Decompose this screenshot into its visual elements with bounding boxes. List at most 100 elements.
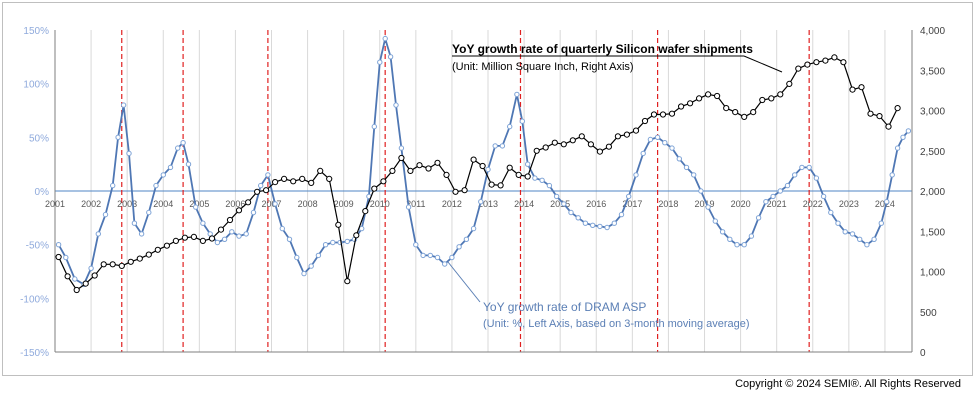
data-point bbox=[245, 199, 252, 206]
data-point bbox=[561, 201, 567, 207]
data-point bbox=[290, 178, 297, 185]
data-point bbox=[668, 110, 676, 117]
data-point bbox=[618, 211, 625, 218]
data-point bbox=[382, 35, 388, 42]
data-point bbox=[519, 118, 525, 124]
x-tick-label: 2010 bbox=[370, 199, 390, 209]
data-point bbox=[163, 242, 170, 249]
data-point bbox=[393, 102, 399, 108]
data-point bbox=[840, 59, 847, 66]
data-point bbox=[714, 92, 721, 100]
data-point bbox=[258, 182, 264, 189]
x-tick-label: 2022 bbox=[803, 199, 823, 209]
data-point bbox=[659, 111, 667, 118]
data-point bbox=[759, 96, 766, 104]
x-tick-label: 2008 bbox=[298, 199, 318, 209]
data-point bbox=[250, 209, 257, 216]
data-point bbox=[405, 204, 412, 210]
data-point bbox=[136, 255, 143, 262]
data-point bbox=[353, 232, 360, 239]
data-point bbox=[82, 280, 89, 287]
data-point bbox=[524, 173, 531, 180]
x-tick-label: 2013 bbox=[478, 199, 498, 209]
data-point bbox=[741, 113, 748, 121]
data-point bbox=[344, 278, 351, 285]
data-point bbox=[286, 236, 293, 243]
data-point bbox=[387, 54, 394, 60]
dram-annotation-leader bbox=[447, 261, 481, 303]
left-tick-label: -100% bbox=[20, 294, 49, 305]
data-point bbox=[407, 167, 414, 174]
data-point bbox=[214, 239, 221, 246]
data-point bbox=[221, 236, 228, 243]
data-point bbox=[217, 226, 225, 233]
data-point bbox=[315, 252, 322, 259]
left-tick-label: -50% bbox=[26, 241, 49, 252]
data-point bbox=[687, 100, 694, 107]
x-tick-label: 2023 bbox=[839, 199, 859, 209]
data-point bbox=[813, 59, 820, 66]
data-point bbox=[167, 164, 174, 171]
data-point bbox=[770, 193, 776, 200]
data-point bbox=[732, 109, 739, 116]
wafer-annotation-title: YoY growth rate of quarterly Silicon waf… bbox=[452, 42, 753, 56]
data-point bbox=[160, 172, 167, 178]
data-point bbox=[553, 193, 560, 200]
data-point bbox=[55, 253, 62, 261]
data-point bbox=[784, 182, 791, 189]
left-tick-label: 50% bbox=[29, 133, 49, 144]
x-tick-label: 2009 bbox=[334, 199, 354, 209]
data-point bbox=[641, 117, 649, 125]
data-point bbox=[263, 187, 270, 194]
left-tick-label: 0% bbox=[35, 187, 50, 198]
dram-annotation-title: YoY growth rate of DRAM ASP bbox=[483, 300, 646, 314]
data-point bbox=[109, 261, 116, 268]
data-point bbox=[705, 204, 711, 210]
data-point bbox=[871, 236, 877, 243]
x-tick-label: 2021 bbox=[767, 199, 787, 209]
data-point bbox=[427, 252, 433, 259]
data-point bbox=[317, 167, 324, 174]
data-point bbox=[492, 143, 498, 149]
data-point bbox=[506, 164, 513, 171]
data-point bbox=[229, 229, 235, 235]
data-point bbox=[180, 140, 186, 146]
data-point bbox=[623, 131, 631, 138]
data-point bbox=[777, 91, 784, 98]
data-point bbox=[750, 109, 757, 116]
right-tick-label: 3,500 bbox=[920, 66, 945, 77]
x-tick-label: 2007 bbox=[261, 199, 281, 209]
data-point bbox=[596, 148, 604, 155]
data-point bbox=[499, 143, 506, 149]
data-point bbox=[835, 220, 841, 226]
data-point bbox=[894, 145, 901, 151]
data-point bbox=[185, 161, 192, 167]
data-point bbox=[786, 80, 793, 88]
data-point bbox=[822, 57, 829, 64]
data-point bbox=[272, 201, 278, 207]
data-point bbox=[723, 105, 730, 112]
left-tick-label: -150% bbox=[20, 348, 49, 359]
x-tick-label: 2019 bbox=[695, 199, 715, 209]
data-point bbox=[127, 258, 134, 265]
series-line bbox=[58, 56, 899, 291]
data-point bbox=[698, 188, 704, 194]
right-tick-label: 3,000 bbox=[920, 107, 945, 118]
data-point bbox=[905, 128, 912, 134]
data-point bbox=[301, 270, 307, 277]
data-point bbox=[330, 239, 336, 246]
data-point bbox=[497, 182, 504, 189]
data-point bbox=[741, 242, 747, 248]
data-point bbox=[568, 209, 574, 216]
data-point bbox=[683, 164, 690, 171]
data-point bbox=[145, 251, 152, 258]
data-point bbox=[199, 237, 206, 244]
data-point bbox=[371, 185, 378, 192]
data-point bbox=[425, 165, 432, 172]
data-point bbox=[120, 102, 127, 108]
data-point bbox=[102, 211, 109, 218]
data-point bbox=[533, 147, 540, 154]
data-point bbox=[449, 254, 455, 261]
data-point bbox=[590, 222, 596, 229]
data-point bbox=[650, 111, 658, 118]
